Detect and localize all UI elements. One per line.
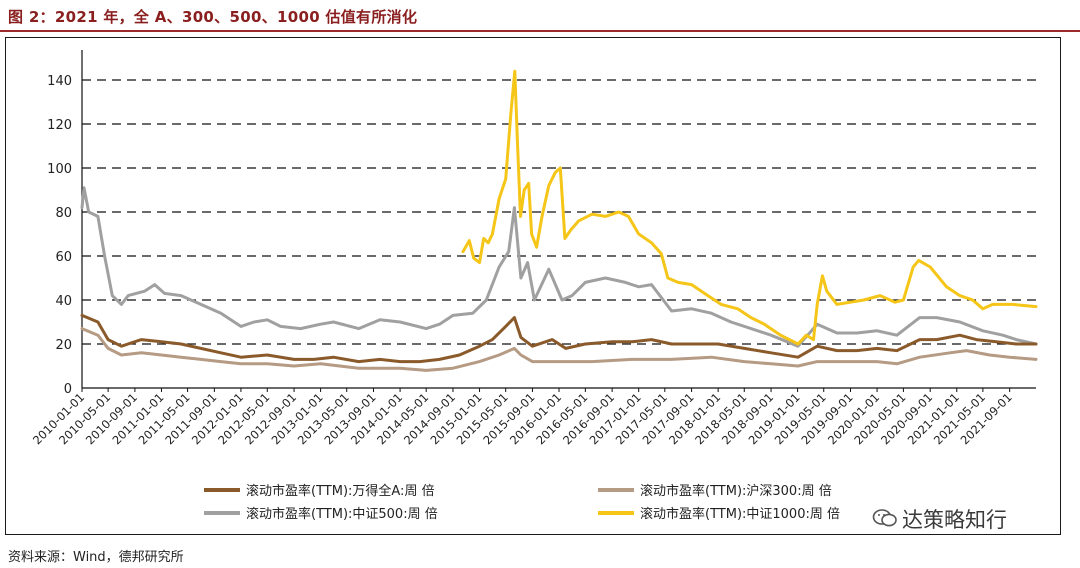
y-tick-label: 0 <box>64 382 72 397</box>
y-tick-label: 80 <box>55 206 72 221</box>
axes: 0204060801001201402010-01-012010-05-0120… <box>30 50 1036 447</box>
series-line <box>461 69 1038 346</box>
legend-label: 滚动市盈率(TTM):中证1000:周 倍 <box>640 506 840 522</box>
watermark-text: 达策略知行 <box>902 508 1007 532</box>
legend-label: 滚动市盈率(TTM):万得全A:周 倍 <box>246 483 435 499</box>
legend-label: 滚动市盈率(TTM):沪深300:周 倍 <box>640 483 832 499</box>
y-tick-label: 60 <box>55 250 72 265</box>
series-line <box>80 313 1038 364</box>
legend: 滚动市盈率(TTM):万得全A:周 倍滚动市盈率(TTM):沪深300:周 倍滚… <box>204 483 840 522</box>
y-tick-label: 100 <box>47 162 72 177</box>
y-tick-label: 40 <box>55 294 72 309</box>
wechat-icon <box>872 509 897 527</box>
source-note: 资料来源：Wind，德邦研究所 <box>8 550 184 565</box>
gridlines <box>82 79 1036 345</box>
series-line <box>80 186 1038 348</box>
title-divider <box>0 30 1080 32</box>
series-line <box>80 327 1038 372</box>
legend-label: 滚动市盈率(TTM):中证500:周 倍 <box>246 506 438 522</box>
y-tick-label: 20 <box>55 338 72 353</box>
y-tick-label: 140 <box>47 74 72 89</box>
series-lines <box>80 69 1038 372</box>
chart-frame <box>5 37 1061 535</box>
y-tick-label: 120 <box>47 118 72 133</box>
figure-title: 图 2：2021 年，全 A、300、500、1000 估值有所消化 <box>8 8 418 26</box>
